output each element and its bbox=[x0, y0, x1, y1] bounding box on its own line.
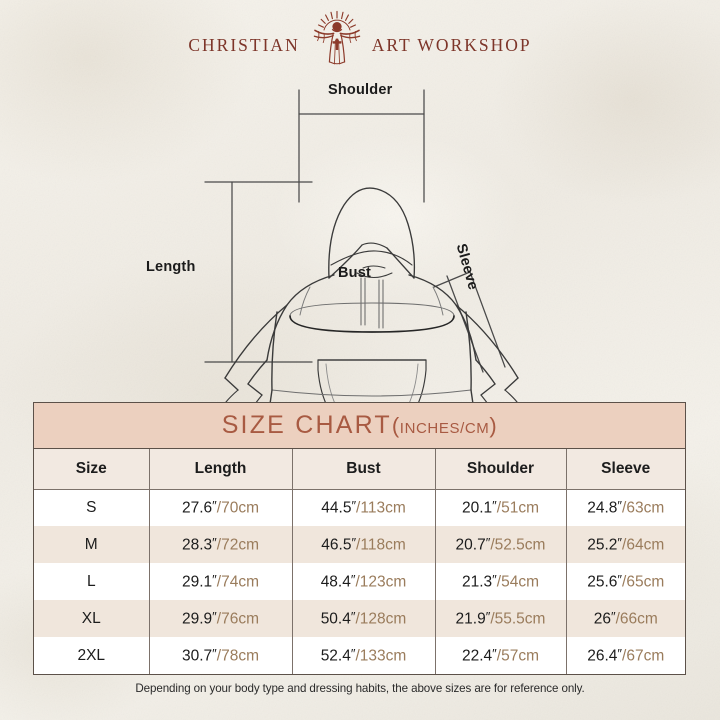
cell-sleeve: 24.8″/63cm bbox=[566, 489, 685, 526]
cell-size: XL bbox=[34, 600, 150, 637]
table-row: M 28.3″/72cm 46.5″/118cm 20.7″/52.5cm 25… bbox=[34, 526, 685, 563]
hoodie-measurement-diagram: Shoulder Bust Length Sleeve bbox=[0, 72, 720, 413]
cell-sleeve: 26″/66cm bbox=[566, 600, 685, 637]
size-chart-footnote: Depending on your body type and dressing… bbox=[135, 682, 585, 695]
size-chart-title: SIZE CHART bbox=[221, 411, 392, 439]
cell-size: S bbox=[34, 489, 150, 526]
size-chart-units-text: INCHES/CM bbox=[399, 419, 490, 437]
length-guide-lines bbox=[204, 181, 313, 363]
cell-shoulder: 21.9″/55.5cm bbox=[435, 600, 567, 637]
brand-name-left: CHRISTIAN bbox=[188, 35, 300, 56]
table-row: S 27.6″/70cm 44.5″/113cm 20.1″/51cm 24.8… bbox=[34, 489, 685, 526]
size-chart-table: SIZE CHART (INCHES/CM) Size Length Bust … bbox=[33, 402, 686, 675]
column-header-size: Size bbox=[34, 449, 150, 490]
column-header-shoulder: Shoulder bbox=[435, 449, 567, 490]
hoodie-line-drawing bbox=[204, 89, 519, 413]
brand-name-right: ART WORKSHOP bbox=[371, 35, 532, 56]
bust-label: Bust bbox=[338, 265, 372, 281]
cell-sleeve: 25.2″/64cm bbox=[566, 526, 685, 563]
cell-length: 30.7″/78cm bbox=[149, 637, 293, 674]
size-chart-units: (INCHES/CM) bbox=[391, 412, 498, 438]
table-header-row: Size Length Bust Shoulder Sleeve bbox=[34, 449, 685, 490]
measurements-table: Size Length Bust Shoulder Sleeve S 27.6″… bbox=[34, 449, 685, 674]
armhole-seams bbox=[299, 286, 444, 316]
cell-shoulder: 21.3″/54cm bbox=[435, 563, 567, 600]
column-header-bust: Bust bbox=[292, 449, 436, 490]
cell-length: 29.1″/74cm bbox=[149, 563, 293, 600]
table-row: 2XL 30.7″/78cm 52.4″/133cm 22.4″/57cm 26… bbox=[34, 637, 685, 674]
cell-length: 27.6″/70cm bbox=[149, 489, 293, 526]
cell-sleeve: 25.6″/65cm bbox=[566, 563, 685, 600]
ribbed-hem-band bbox=[269, 389, 474, 412]
risen-christ-emblem-icon bbox=[313, 10, 360, 65]
cell-shoulder: 22.4″/57cm bbox=[435, 637, 567, 674]
cell-size: L bbox=[34, 563, 150, 600]
shoulder-label: Shoulder bbox=[328, 82, 393, 98]
cell-sleeve: 26.4″/67cm bbox=[566, 637, 685, 674]
cell-bust: 46.5″/118cm bbox=[292, 526, 436, 563]
cell-bust: 48.4″/123cm bbox=[292, 563, 436, 600]
cell-bust: 44.5″/113cm bbox=[292, 489, 436, 526]
bust-measurement-ellipse bbox=[289, 302, 455, 333]
column-header-sleeve: Sleeve bbox=[566, 449, 685, 490]
shoulder-guide-lines bbox=[298, 89, 425, 203]
length-label: Length bbox=[146, 259, 196, 275]
cell-shoulder: 20.7″/52.5cm bbox=[435, 526, 567, 563]
cell-bust: 52.4″/133cm bbox=[292, 637, 436, 674]
cell-shoulder: 20.1″/51cm bbox=[435, 489, 567, 526]
brand-logo: CHRISTIAN bbox=[0, 8, 720, 72]
table-row: XL 29.9″/76cm 50.4″/128cm 21.9″/55.5cm 2… bbox=[34, 600, 685, 637]
table-row: L 29.1″/74cm 48.4″/123cm 21.3″/54cm 25.6… bbox=[34, 563, 685, 600]
cell-length: 29.9″/76cm bbox=[149, 600, 293, 637]
left-sleeve bbox=[224, 304, 288, 405]
cell-size: M bbox=[34, 526, 150, 563]
cell-size: 2XL bbox=[34, 637, 150, 674]
cell-bust: 50.4″/128cm bbox=[292, 600, 436, 637]
column-header-length: Length bbox=[149, 449, 293, 490]
cell-length: 28.3″/72cm bbox=[149, 526, 293, 563]
table-body: S 27.6″/70cm 44.5″/113cm 20.1″/51cm 24.8… bbox=[34, 489, 685, 674]
size-chart-title-bar: SIZE CHART (INCHES/CM) bbox=[34, 403, 685, 449]
